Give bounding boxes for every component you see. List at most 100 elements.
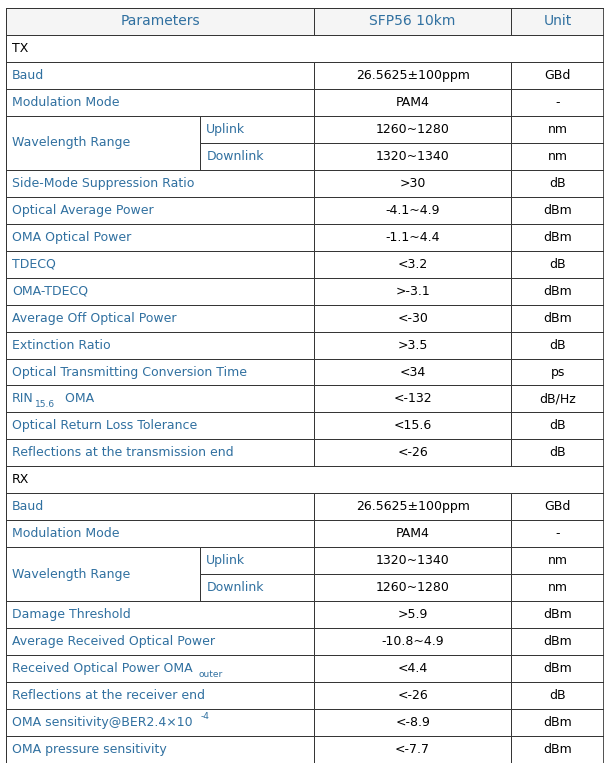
Bar <box>6 547 200 601</box>
Bar <box>314 736 511 763</box>
Text: Downlink: Downlink <box>206 150 264 163</box>
Text: <-26: <-26 <box>397 446 428 460</box>
Bar <box>6 8 314 35</box>
Text: <-7.7: <-7.7 <box>395 743 430 756</box>
Bar <box>6 601 314 628</box>
Text: <-132: <-132 <box>393 392 432 406</box>
Text: nm: nm <box>548 581 567 594</box>
Bar <box>6 224 314 251</box>
Text: GBd: GBd <box>544 500 571 513</box>
Text: Optical Transmitting Conversion Time: Optical Transmitting Conversion Time <box>12 365 247 379</box>
Text: ps: ps <box>550 365 565 379</box>
Text: PAM4: PAM4 <box>396 96 429 109</box>
Bar <box>314 62 511 89</box>
Text: <-30: <-30 <box>397 311 428 325</box>
Text: Extinction Ratio: Extinction Ratio <box>12 338 110 352</box>
Bar <box>6 466 604 493</box>
Text: >-3.1: >-3.1 <box>395 284 430 298</box>
Text: <3.2: <3.2 <box>398 258 428 271</box>
Bar <box>6 520 314 547</box>
Text: -1.1~4.4: -1.1~4.4 <box>386 231 440 244</box>
Text: dBm: dBm <box>543 284 572 298</box>
Bar <box>6 439 314 466</box>
Text: 1260~1280: 1260~1280 <box>376 581 450 594</box>
Text: Received Optical Power OMA: Received Optical Power OMA <box>12 662 193 675</box>
Bar <box>314 520 511 547</box>
Bar <box>314 305 511 332</box>
Text: TX: TX <box>12 42 29 55</box>
Bar <box>6 655 314 682</box>
Text: -: - <box>555 96 560 109</box>
Text: dBm: dBm <box>543 231 572 244</box>
Bar <box>314 628 511 655</box>
Bar <box>511 251 604 278</box>
Bar <box>511 439 604 466</box>
Bar <box>511 574 604 601</box>
Text: Baud: Baud <box>12 69 45 82</box>
Text: PAM4: PAM4 <box>396 527 429 540</box>
Bar <box>314 116 511 143</box>
Bar <box>314 386 511 412</box>
Text: dBm: dBm <box>543 635 572 648</box>
Bar <box>314 359 511 386</box>
Bar <box>6 412 314 439</box>
Bar <box>511 547 604 574</box>
Bar <box>6 197 314 224</box>
Text: Average Received Optical Power: Average Received Optical Power <box>12 635 215 648</box>
Text: OMA Optical Power: OMA Optical Power <box>12 231 131 244</box>
Text: >3.5: >3.5 <box>398 338 428 352</box>
Bar <box>511 601 604 628</box>
Bar <box>511 197 604 224</box>
Text: dBm: dBm <box>543 204 572 217</box>
Bar <box>314 224 511 251</box>
Bar <box>511 224 604 251</box>
Text: RX: RX <box>12 473 29 487</box>
Text: dBm: dBm <box>543 743 572 756</box>
Bar <box>511 736 604 763</box>
Bar <box>511 682 604 709</box>
Text: Modulation Mode: Modulation Mode <box>12 527 120 540</box>
Bar <box>6 278 314 305</box>
Bar <box>314 143 511 170</box>
Bar <box>511 143 604 170</box>
Bar <box>6 305 314 332</box>
Text: Reflections at the transmission end: Reflections at the transmission end <box>12 446 234 460</box>
Text: dBm: dBm <box>543 608 572 621</box>
Bar <box>511 305 604 332</box>
Bar <box>314 439 511 466</box>
Text: dBm: dBm <box>543 662 572 675</box>
Text: dBm: dBm <box>543 716 572 729</box>
Text: Uplink: Uplink <box>206 554 245 567</box>
Bar <box>6 709 314 736</box>
Text: -10.8~4.9: -10.8~4.9 <box>381 635 444 648</box>
Text: OMA sensitivity@BER2.4×10: OMA sensitivity@BER2.4×10 <box>12 716 193 729</box>
Bar <box>6 682 314 709</box>
Text: SFP56 10km: SFP56 10km <box>370 14 456 29</box>
Text: Side-Mode Suppression Ratio: Side-Mode Suppression Ratio <box>12 177 195 190</box>
Bar <box>6 170 314 197</box>
Text: <34: <34 <box>400 365 426 379</box>
Text: Parameters: Parameters <box>120 14 200 29</box>
Text: Modulation Mode: Modulation Mode <box>12 96 120 109</box>
Bar <box>6 628 314 655</box>
Bar <box>314 709 511 736</box>
Bar <box>314 197 511 224</box>
Bar <box>511 278 604 305</box>
Bar <box>314 601 511 628</box>
Text: nm: nm <box>548 554 567 567</box>
Bar <box>511 116 604 143</box>
Text: Uplink: Uplink <box>206 123 245 136</box>
Text: 1260~1280: 1260~1280 <box>376 123 450 136</box>
Text: <-26: <-26 <box>397 689 428 702</box>
Text: <4.4: <4.4 <box>398 662 428 675</box>
Bar <box>511 332 604 359</box>
Text: Optical Average Power: Optical Average Power <box>12 204 154 217</box>
Bar <box>314 655 511 682</box>
Bar <box>511 8 604 35</box>
Text: 26.5625±100ppm: 26.5625±100ppm <box>356 69 470 82</box>
Bar <box>314 493 511 520</box>
Bar <box>314 547 511 574</box>
Bar <box>314 682 511 709</box>
Text: >5.9: >5.9 <box>398 608 428 621</box>
Bar <box>314 574 511 601</box>
